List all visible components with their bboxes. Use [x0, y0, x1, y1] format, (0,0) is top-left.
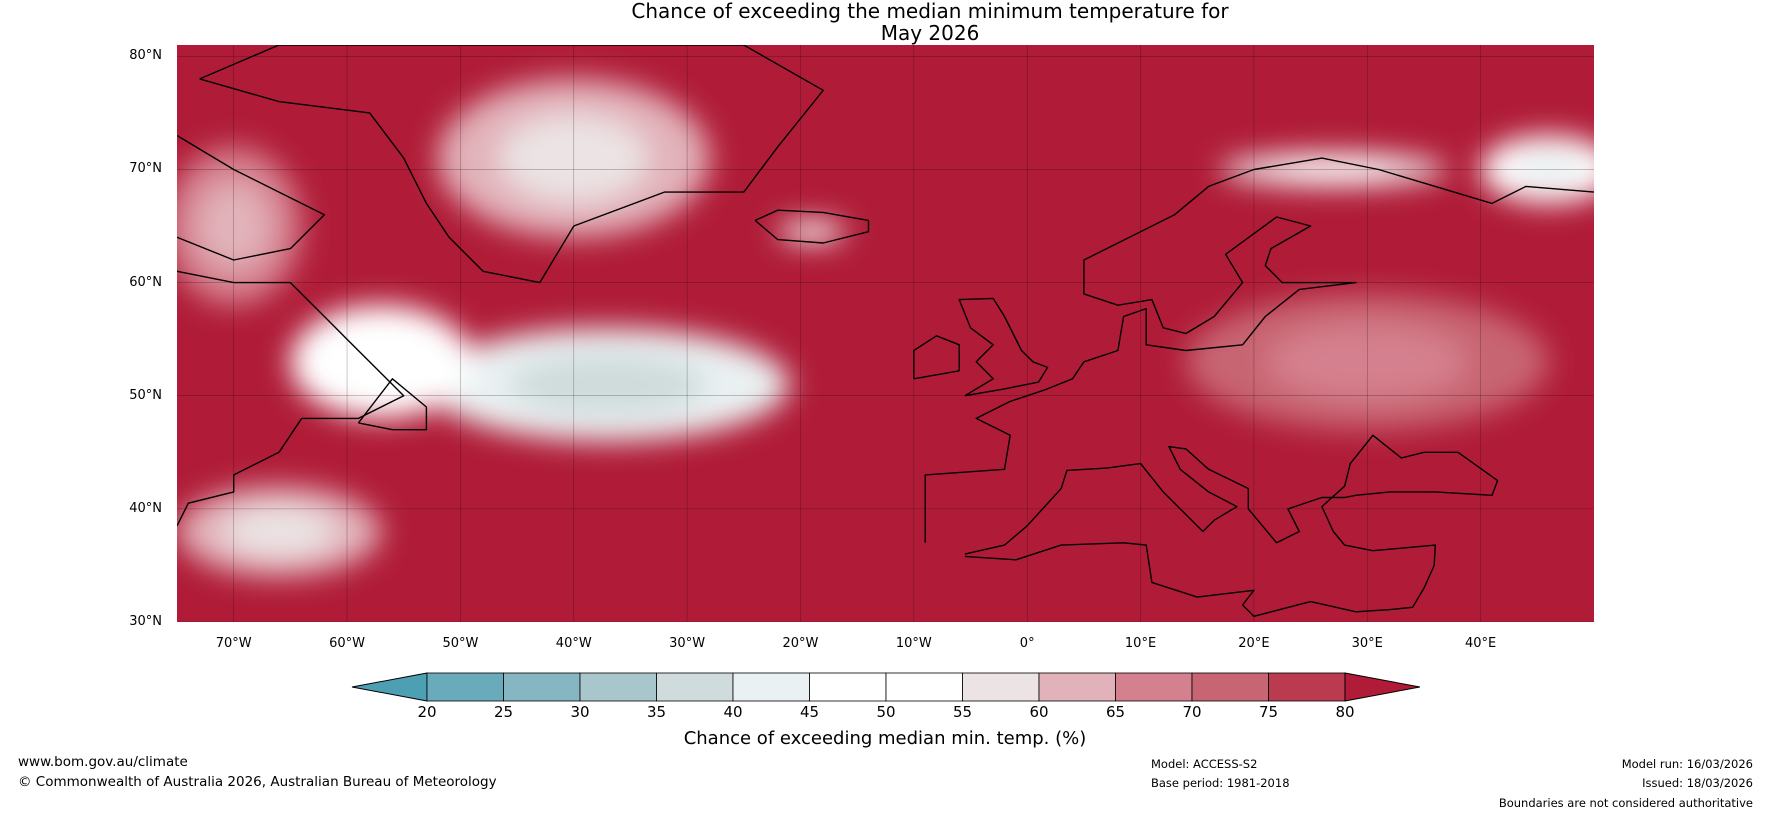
colorbar-swatch: [656, 672, 734, 702]
title-line-1: Chance of exceeding the median minimum t…: [631, 0, 1229, 23]
colorbar-tick-label: 65: [1105, 703, 1126, 721]
colorbar-tick-label: 40: [723, 703, 743, 721]
footer-model-run: Model run: 16/03/2026: [1621, 757, 1753, 771]
colorbar-swatch: [426, 672, 504, 702]
greenland-coast: [199, 45, 824, 284]
colorbar-tick-label: 30: [570, 703, 590, 721]
colorbar: [350, 671, 1421, 705]
colorbar-swatch: [503, 672, 581, 702]
lat-label: 30°N: [129, 614, 162, 629]
mediterranean-coast: [964, 434, 1499, 617]
greenland-interior-core: [498, 114, 649, 202]
colorbar-swatch: [885, 672, 963, 702]
lon-label: 40°W: [555, 636, 592, 651]
lon-label: 50°W: [442, 636, 479, 651]
russia-nw-core: [1511, 150, 1587, 189]
colorbar-tick-label: 45: [799, 703, 820, 721]
colorbar-swatch: [732, 672, 810, 702]
colorbar-swatch: [962, 672, 1040, 702]
colorbar-swatches: [351, 672, 1421, 702]
colorbar-tick-label: 20: [417, 703, 437, 721]
colorbar-swatch: [1038, 672, 1116, 702]
lat-label: 40°N: [129, 500, 162, 516]
colorbar-label: Chance of exceeding median min. temp. (%…: [683, 728, 1087, 749]
lon-label: 10°W: [895, 636, 932, 651]
map-title: Chance of exceeding the median minimum t…: [0, 0, 1770, 44]
iceland-cool-core: [793, 225, 831, 238]
colorbar-swatch: [579, 672, 657, 702]
colorbar-swatch: [1115, 672, 1193, 702]
colorbar-tick-label: 70: [1182, 703, 1202, 721]
baffin-coast: [177, 134, 326, 261]
lon-label: 20°W: [782, 636, 819, 651]
lat-label: 70°N: [129, 161, 162, 177]
footer-copyright: © Commonwealth of Australia 2026, Austra…: [18, 774, 497, 790]
probability-field: [177, 78, 1594, 577]
newfoundland-coast: [357, 378, 428, 431]
lon-label: 0°: [1019, 636, 1035, 651]
lon-label: 30°E: [1351, 636, 1383, 651]
colorbar-tick-label: 35: [646, 703, 667, 721]
footer-model: Model: ACCESS-S2: [1151, 757, 1258, 771]
map-area[interactable]: [177, 45, 1594, 622]
lon-label: 70°W: [215, 636, 252, 651]
colorbar-tick-label: 25: [493, 703, 514, 721]
lon-label: 10°E: [1124, 636, 1157, 651]
canada-maritime-core: [196, 182, 272, 270]
footer-issued: Issued: 18/03/2026: [1642, 776, 1753, 790]
colorbar-swatch: [1268, 672, 1346, 702]
colorbar-swatch: [809, 672, 887, 702]
lon-label: 40°E: [1464, 636, 1497, 651]
probability-map: [177, 45, 1594, 622]
north-america-coast: [177, 270, 405, 527]
ireland-coast: [913, 335, 960, 380]
footer-disclaimer: Boundaries are not considered authoritat…: [1498, 796, 1753, 810]
colorbar-tick-label: 50: [876, 703, 896, 721]
colorbar-extend-high: [1344, 672, 1421, 702]
labrador-neutral-core: [331, 330, 431, 393]
colorbar-swatch: [1191, 672, 1269, 702]
colorbar-tick-label: 60: [1029, 703, 1049, 721]
lat-label: 50°N: [129, 387, 162, 403]
us-east-coast-core: [222, 506, 336, 557]
colorbar-extend-low: [351, 672, 428, 702]
scandinavia-north-core: [1270, 160, 1396, 179]
europe-coast: [924, 157, 1594, 543]
lat-label: 60°N: [129, 274, 162, 290]
britain-coast: [958, 297, 1049, 397]
colorbar-tick-label: 75: [1258, 703, 1279, 721]
footer-website[interactable]: www.bom.gov.au/climate: [18, 754, 188, 770]
eastern-europe-core: [1267, 324, 1468, 400]
title-line-2: May 2026: [880, 21, 980, 45]
lon-label: 30°W: [669, 636, 706, 651]
lat-label: 80°N: [129, 48, 162, 64]
lon-label: 20°E: [1238, 636, 1270, 651]
lon-label: 60°W: [329, 636, 365, 651]
nw-atlantic-weak-core: [508, 353, 708, 416]
colorbar-tick-label: 55: [952, 703, 973, 721]
footer-base-period: Base period: 1981-2018: [1151, 776, 1290, 790]
colorbar-tick-label: 80: [1335, 703, 1355, 721]
iceland-coast: [754, 209, 870, 244]
